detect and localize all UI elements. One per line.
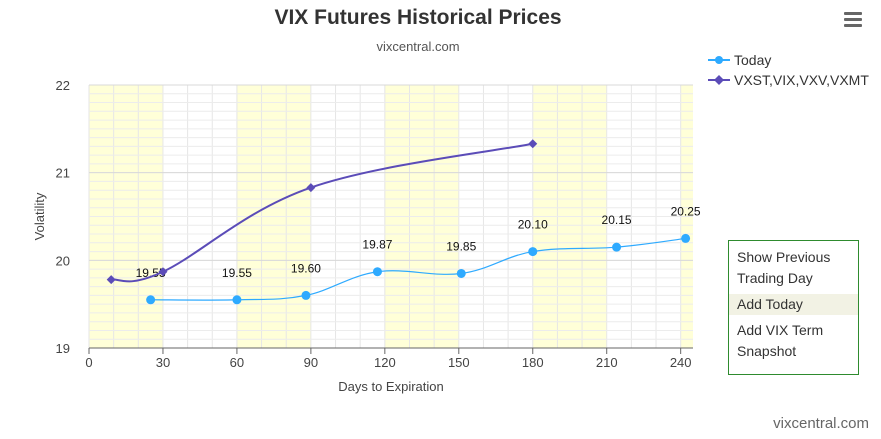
y-axis-title: Volatility (32, 192, 47, 240)
data-point-term (106, 275, 116, 285)
add-vix-term-snapshot-button[interactable]: Add VIX Term Snapshot (737, 322, 824, 359)
legend-item-term[interactable]: VXST,VIX,VXV,VXMT (708, 70, 869, 90)
data-point-term (528, 139, 538, 149)
x-tick-label: 210 (596, 355, 618, 370)
legend-label-today: Today (734, 52, 772, 68)
data-label: 20.25 (671, 204, 701, 218)
data-point-today (232, 295, 242, 305)
data-point-today (528, 247, 538, 257)
series-line-term (111, 142, 533, 283)
x-tick-label: 0 (85, 355, 92, 370)
x-tick-label: 30 (156, 355, 170, 370)
data-label: 19.87 (362, 238, 392, 252)
data-label: 19.85 (446, 239, 476, 253)
show-previous-trading-day-button[interactable]: Show Previous Trading Day (737, 249, 831, 286)
data-point-term (306, 183, 316, 193)
legend-diamond-icon (708, 75, 730, 85)
y-tick-label: 21 (56, 166, 70, 181)
data-label: 19.60 (291, 261, 321, 275)
legend-item-today[interactable]: Today (708, 50, 869, 70)
data-point-today (681, 233, 691, 243)
legend-label-term: VXST,VIX,VXV,VXMT (734, 72, 869, 88)
data-point-today (301, 290, 311, 300)
y-tick-label: 22 (56, 78, 70, 93)
hamburger-menu-icon[interactable] (841, 8, 867, 32)
x-tick-label: 60 (230, 355, 244, 370)
x-tick-label: 150 (448, 355, 470, 370)
data-point-today (146, 295, 156, 305)
data-point-today (372, 267, 382, 277)
x-axis-title: Days to Expiration (338, 379, 444, 394)
data-point-today (456, 268, 466, 278)
legend-circle-icon (708, 56, 730, 64)
y-tick-label: 20 (56, 253, 70, 268)
x-tick-label: 240 (670, 355, 692, 370)
data-point-today (612, 242, 622, 252)
x-tick-label: 120 (374, 355, 396, 370)
data-point-term (158, 267, 168, 277)
credit-link[interactable]: vixcentral.com (773, 415, 869, 432)
x-tick-label: 90 (304, 355, 318, 370)
data-label: 19.55 (136, 266, 166, 280)
chart-title: VIX Futures Historical Prices (274, 6, 562, 29)
x-tick-label: 180 (522, 355, 544, 370)
data-label: 20.10 (518, 218, 548, 232)
data-label: 19.55 (222, 266, 252, 280)
data-label: 20.15 (602, 213, 632, 227)
y-tick-label: 19 (56, 341, 70, 356)
chart-subtitle: vixcentral.com (376, 39, 460, 54)
chart-legend: Today VXST,VIX,VXV,VXMT (708, 50, 869, 90)
add-today-button[interactable]: Add Today (729, 294, 858, 315)
options-panel: Show Previous Trading Day Add Today Add … (728, 240, 859, 375)
